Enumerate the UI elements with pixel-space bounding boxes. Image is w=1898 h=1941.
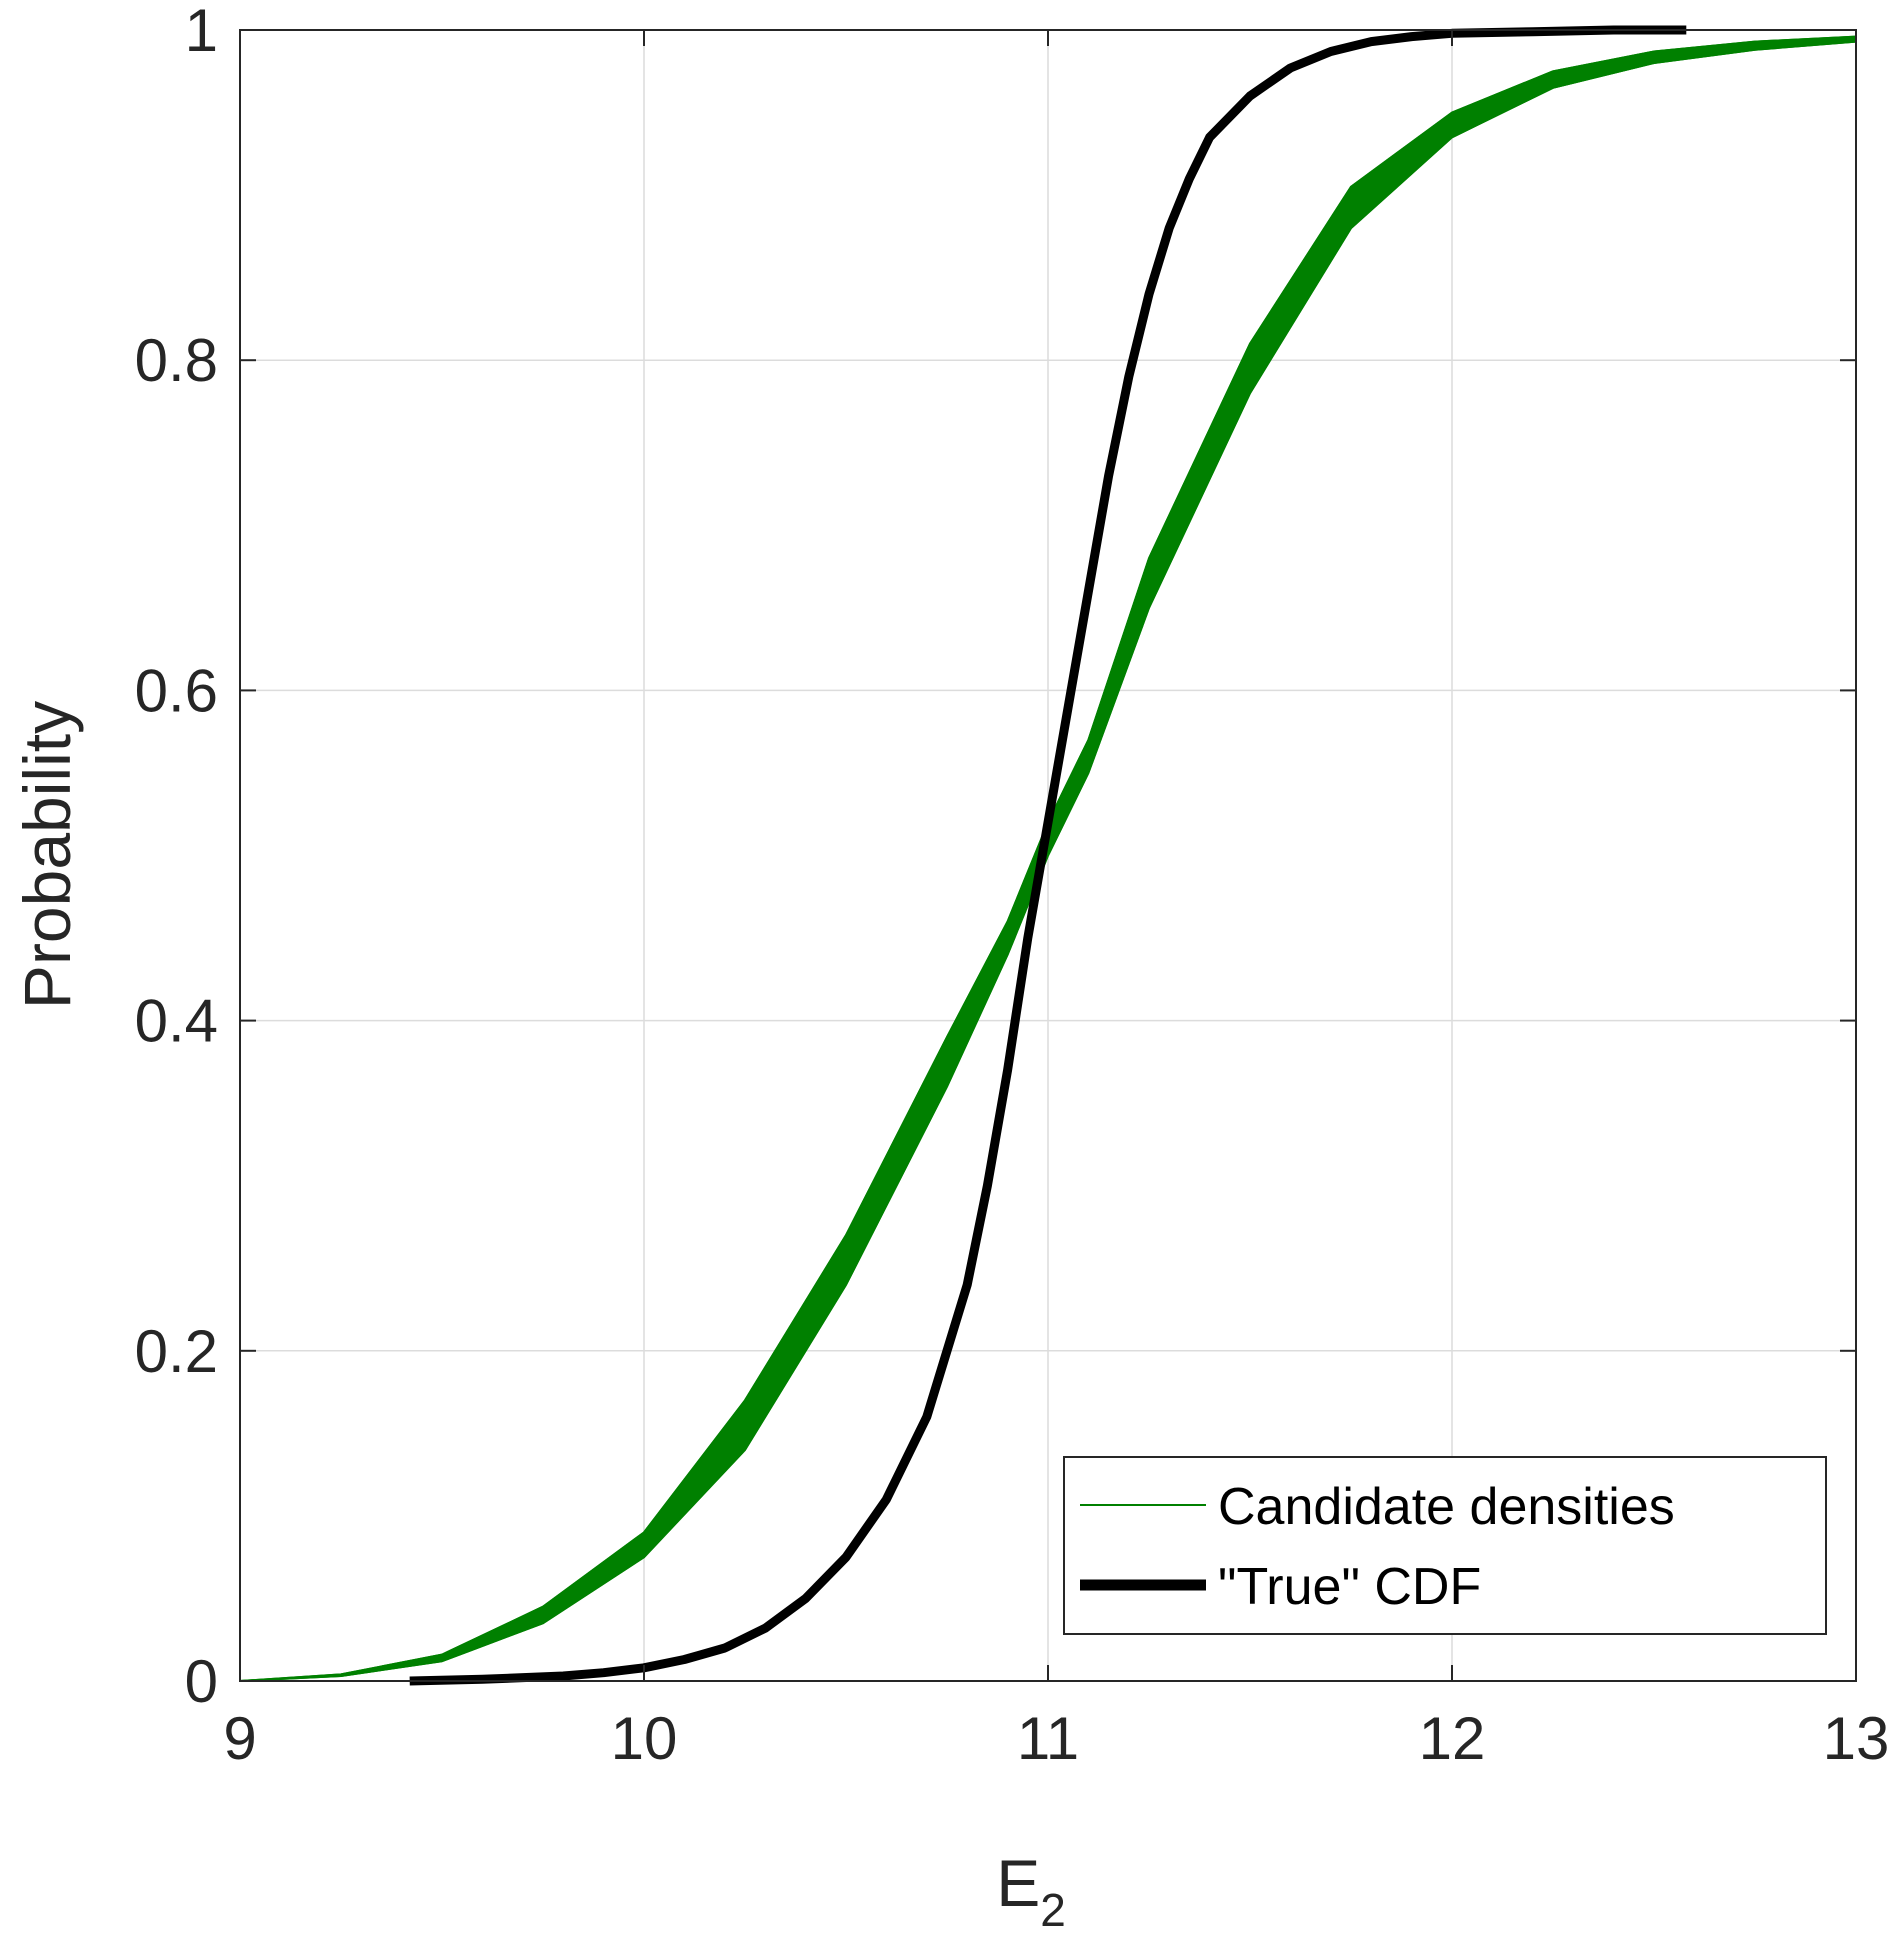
y-tick-label: 0.6 bbox=[135, 657, 218, 724]
x-tick-label: 9 bbox=[223, 1705, 256, 1772]
x-axis-label: E2 bbox=[996, 1846, 1066, 1936]
x-tick-label: 10 bbox=[611, 1705, 678, 1772]
x-tick-label: 11 bbox=[1017, 1705, 1079, 1772]
tick-layer: 9 10 11 12 13 0 0.2 0.4 0.6 0.8 1 bbox=[135, 0, 1890, 1772]
legend-label-candidate: Candidate densities bbox=[1218, 1478, 1675, 1536]
x-tick-label: 12 bbox=[1419, 1705, 1486, 1772]
y-axis-label: Probability bbox=[10, 701, 84, 1009]
x-axis-label-main: E bbox=[996, 1846, 1040, 1920]
y-tick-label: 0 bbox=[185, 1648, 218, 1715]
legend: Candidate densities "True" CDF bbox=[1063, 1456, 1827, 1635]
legend-box bbox=[1063, 1456, 1827, 1635]
y-tick-label: 1 bbox=[185, 0, 218, 64]
x-axis-label-subscript: 2 bbox=[1040, 1884, 1066, 1936]
data-layer bbox=[239, 25, 1857, 1686]
legend-label-true-cdf: "True" CDF bbox=[1218, 1558, 1481, 1616]
y-tick-label: 0.4 bbox=[135, 988, 218, 1055]
y-tick-label: 0.8 bbox=[135, 327, 218, 394]
series-true-cdf-line bbox=[409, 25, 1687, 1686]
series-candidate-densities-lower-edge bbox=[239, 40, 1857, 1682]
y-tick-label: 0.2 bbox=[135, 1318, 218, 1385]
x-tick-label: 13 bbox=[1823, 1705, 1890, 1772]
